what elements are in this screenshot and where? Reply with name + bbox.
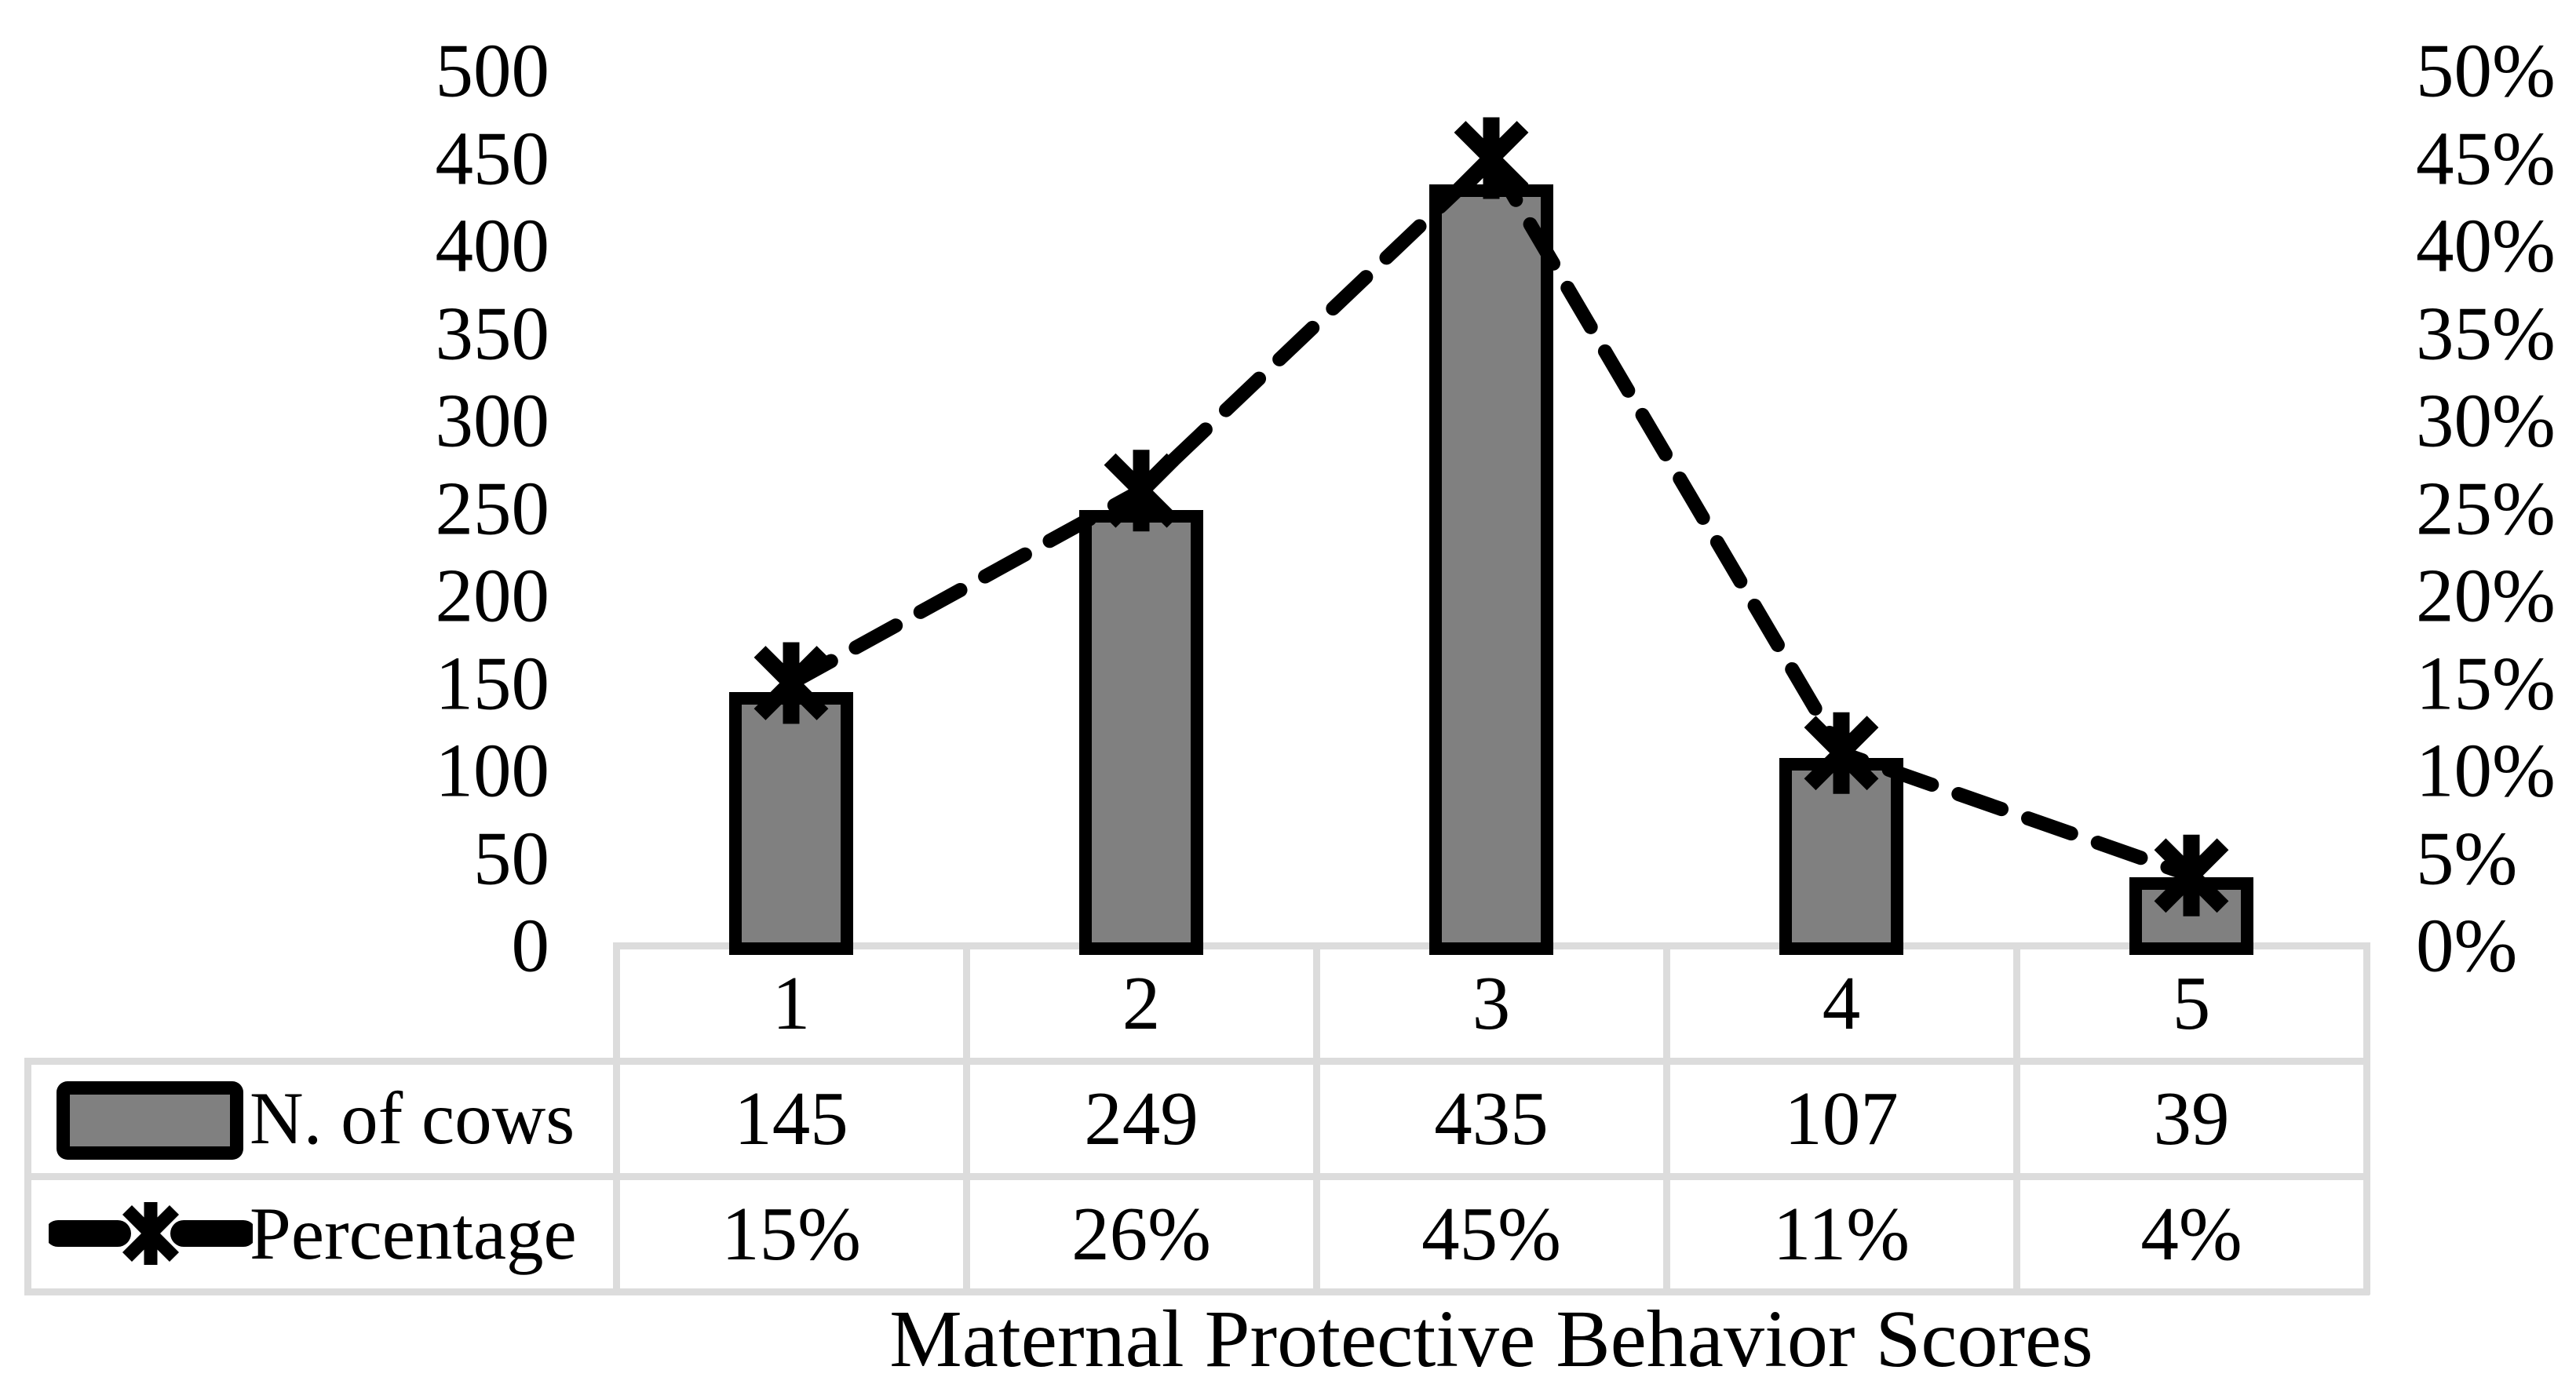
bar-score-3 bbox=[1429, 184, 1553, 955]
table-cell-nofcows-3: 435 bbox=[1434, 1077, 1549, 1161]
table-cell-nofcows-4: 107 bbox=[1784, 1077, 1899, 1161]
left-axis-tick-200: 200 bbox=[435, 553, 550, 638]
table-cell-percentage-5: 4% bbox=[2140, 1192, 2242, 1276]
left-axis-tick-150: 150 bbox=[435, 641, 550, 725]
legend-label-n-of-cows: N. of cows bbox=[250, 1077, 575, 1160]
legend-key-asterisk-marker bbox=[122, 1202, 180, 1265]
table-line-v4 bbox=[2013, 942, 2020, 1295]
right-axis-tick-25%: 25% bbox=[2416, 466, 2556, 550]
legend-label-percentage: Percentage bbox=[250, 1192, 577, 1275]
marker-asterisk-3 bbox=[1454, 117, 1529, 199]
left-axis-tick-350: 350 bbox=[435, 291, 550, 375]
marker-asterisk-5 bbox=[2154, 834, 2229, 916]
left-axis-tick-300: 300 bbox=[435, 378, 550, 463]
table-cell-percentage-4: 11% bbox=[1772, 1192, 1910, 1276]
right-axis-tick-15%: 15% bbox=[2416, 641, 2556, 725]
legend-key-bar-swatch bbox=[57, 1081, 243, 1160]
table-line-legend-left bbox=[24, 1058, 31, 1295]
left-axis-tick-100: 100 bbox=[435, 728, 550, 813]
table-line-v1 bbox=[963, 942, 970, 1295]
percentage-dashed-line bbox=[784, 147, 2198, 883]
right-axis-tick-30%: 30% bbox=[2416, 378, 2556, 463]
table-line-v0 bbox=[613, 942, 620, 1295]
x-axis-title: Maternal Protective Behavior Scores bbox=[889, 1294, 2093, 1381]
right-axis-tick-0%: 0% bbox=[2416, 903, 2518, 988]
right-axis-tick-35%: 35% bbox=[2416, 291, 2556, 375]
table-line-h1 bbox=[24, 1058, 2370, 1065]
marker-asterisk-2 bbox=[1104, 450, 1179, 532]
table-cell-nofcows-1: 145 bbox=[734, 1077, 848, 1161]
table-cell-percentage-1: 15% bbox=[721, 1192, 861, 1276]
left-axis-tick-50: 50 bbox=[473, 816, 549, 900]
left-axis-tick-400: 400 bbox=[435, 203, 550, 288]
bar-score-1 bbox=[729, 691, 853, 955]
right-axis-tick-50%: 50% bbox=[2416, 28, 2556, 113]
table-cell-percentage-2: 26% bbox=[1071, 1192, 1211, 1276]
right-axis-tick-45%: 45% bbox=[2416, 116, 2556, 200]
right-axis-tick-5%: 5% bbox=[2416, 816, 2518, 900]
left-axis-tick-500: 500 bbox=[435, 28, 550, 113]
category-label-5: 5 bbox=[2172, 961, 2211, 1045]
legend-key-percentage-line bbox=[49, 1202, 253, 1265]
marker-asterisk-4 bbox=[1804, 712, 1879, 794]
table-cell-percentage-3: 45% bbox=[1421, 1192, 1561, 1276]
table-line-v3 bbox=[1663, 942, 1670, 1295]
table-cell-nofcows-2: 249 bbox=[1084, 1077, 1199, 1161]
right-axis-tick-10%: 10% bbox=[2416, 728, 2556, 813]
category-label-4: 4 bbox=[1822, 961, 1861, 1045]
left-axis-tick-0: 0 bbox=[511, 903, 550, 988]
left-axis-tick-250: 250 bbox=[435, 466, 550, 550]
table-line-h3 bbox=[24, 1288, 2370, 1295]
table-cell-nofcows-5: 39 bbox=[2153, 1077, 2230, 1161]
right-axis-tick-40%: 40% bbox=[2416, 203, 2556, 288]
table-line-v5 bbox=[2363, 942, 2370, 1295]
category-label-1: 1 bbox=[772, 961, 811, 1045]
category-label-2: 2 bbox=[1122, 961, 1161, 1045]
table-line-v2 bbox=[1313, 942, 1320, 1295]
right-axis-tick-20%: 20% bbox=[2416, 553, 2556, 638]
table-line-h2 bbox=[24, 1173, 2370, 1180]
left-axis-tick-450: 450 bbox=[435, 116, 550, 200]
marker-asterisk-1 bbox=[753, 642, 829, 724]
category-label-3: 3 bbox=[1472, 961, 1511, 1045]
